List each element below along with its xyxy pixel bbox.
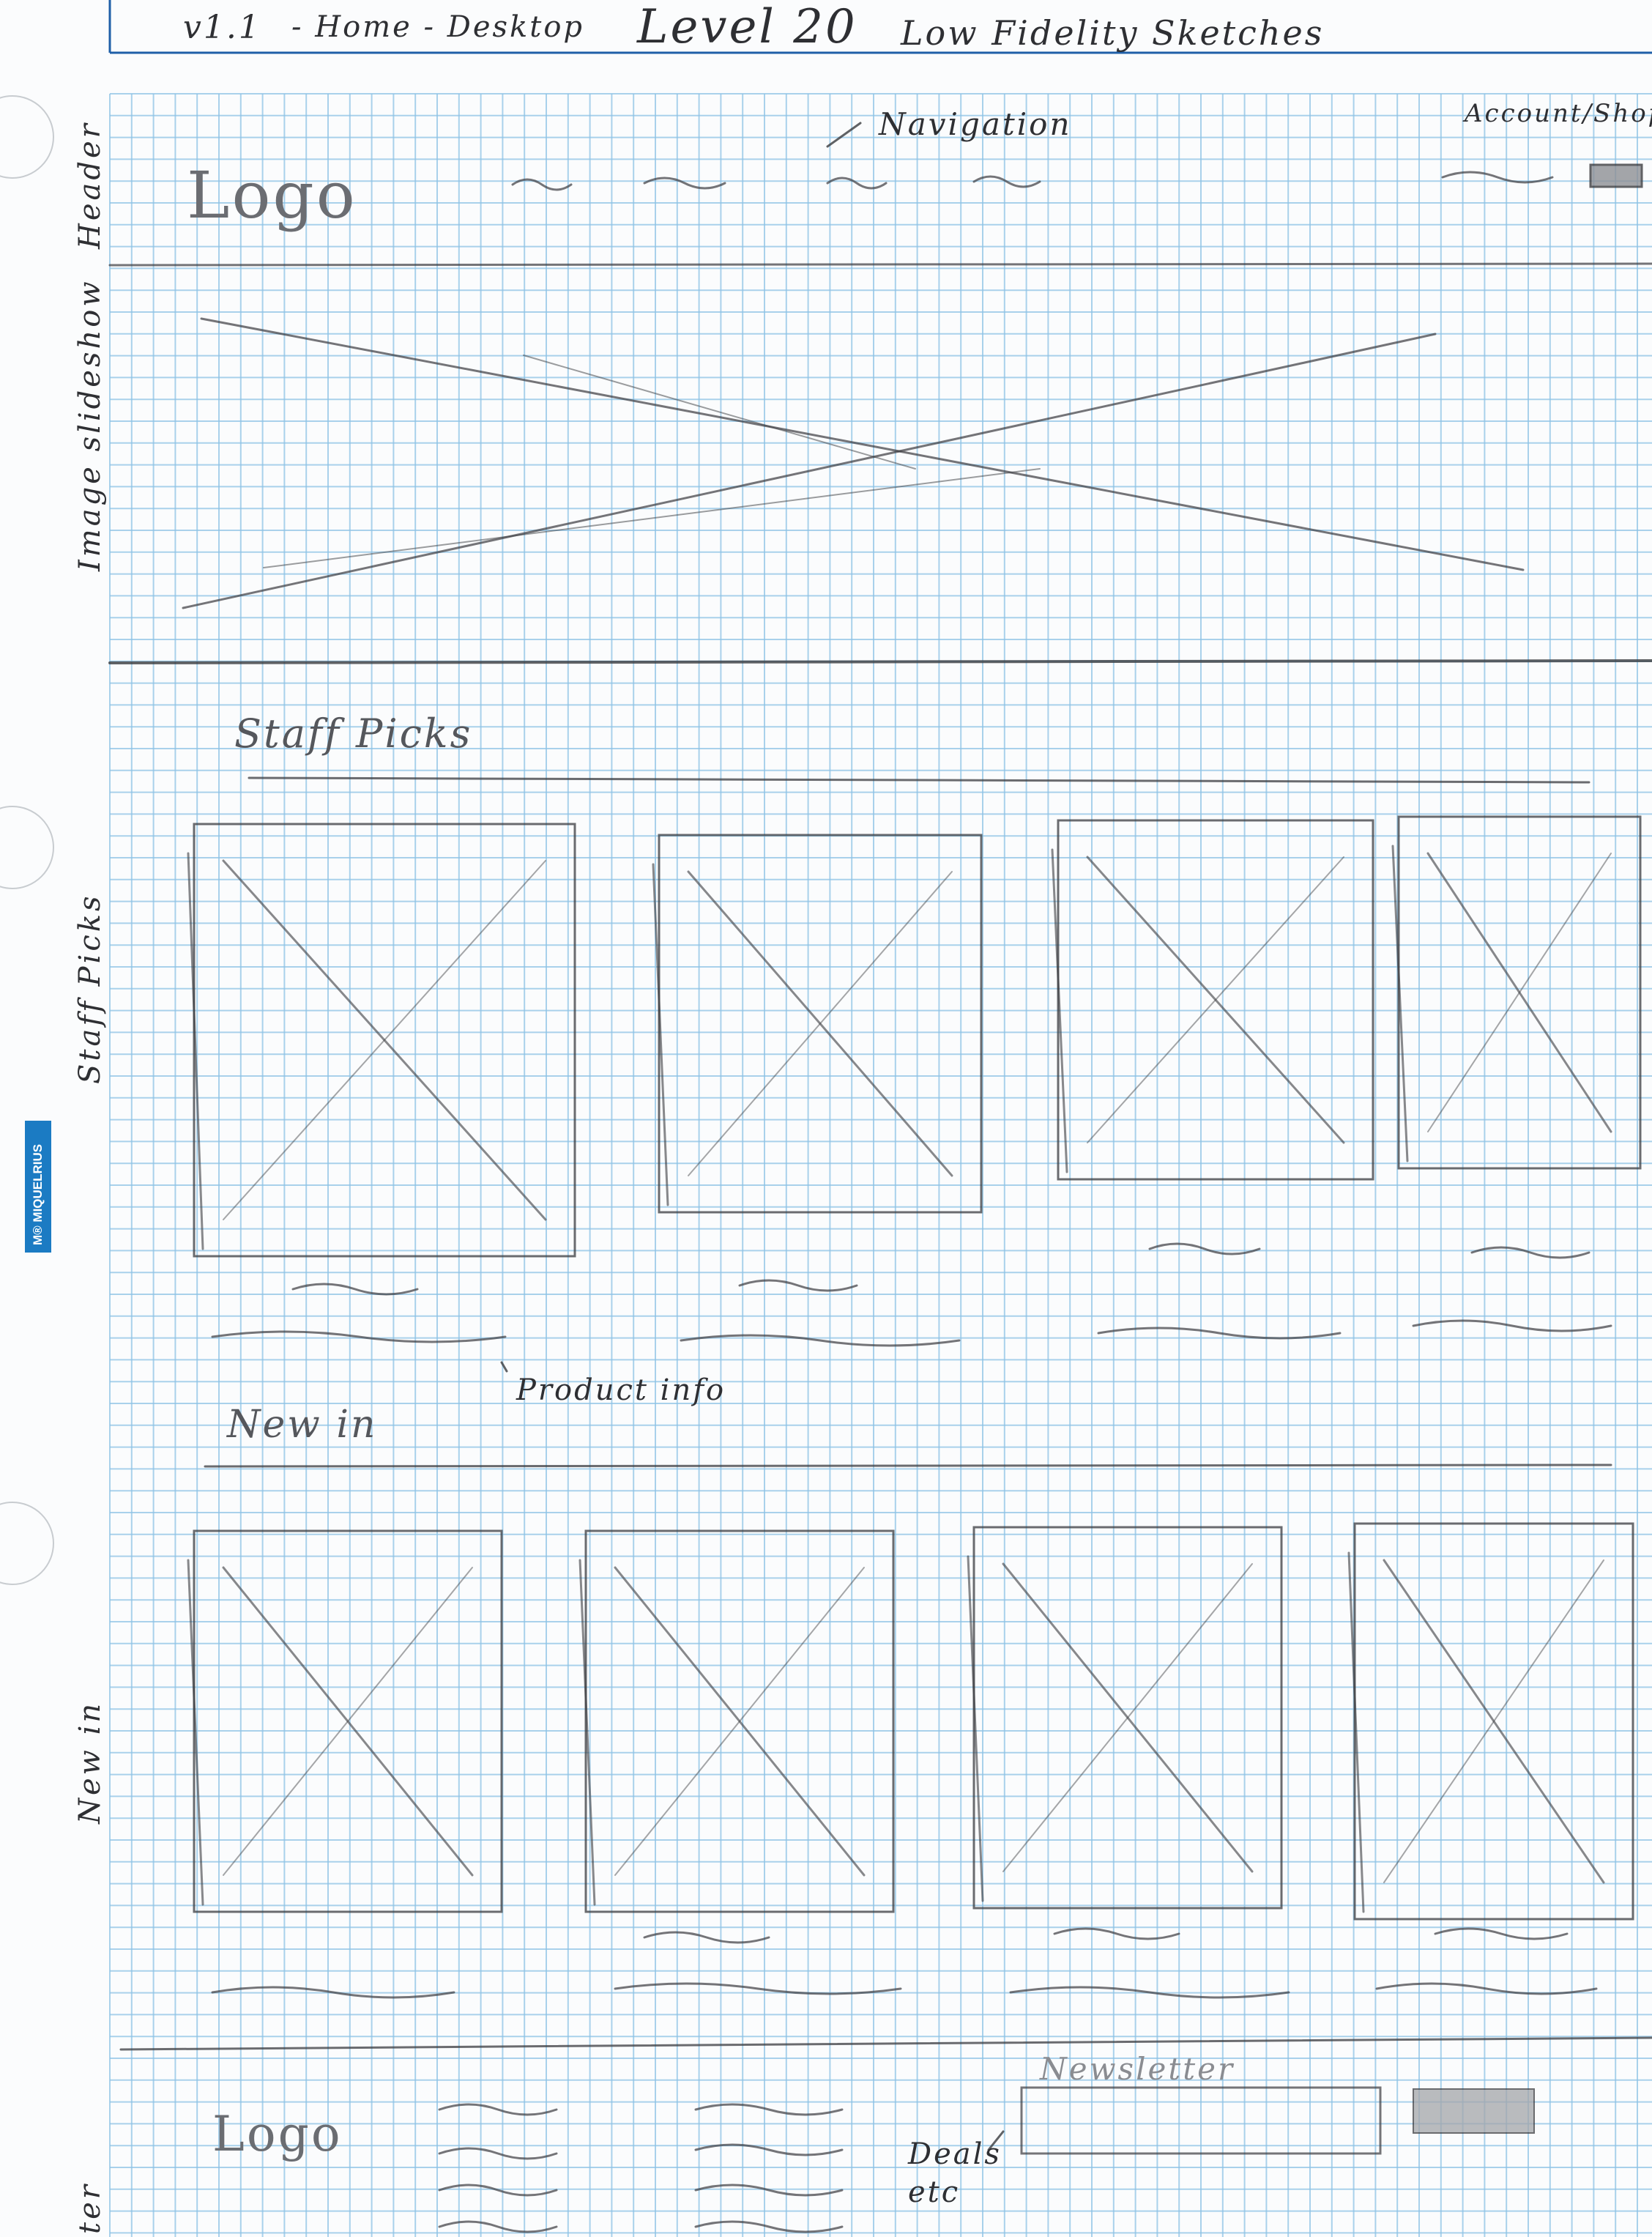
- navigation-note: Navigation: [879, 106, 1072, 142]
- image-placeholder-cross: [223, 1567, 473, 1876]
- header-logo: Logo: [187, 157, 357, 233]
- text-placeholder-squiggle: [1375, 1982, 1598, 1995]
- footer-link-squiggle: [694, 2103, 844, 2116]
- graph-paper-grid: [108, 0, 1652, 2237]
- image-placeholder-edge: [1391, 845, 1409, 1162]
- slideshow-cross: [182, 333, 1437, 609]
- deals-pointer: [987, 2130, 1005, 2151]
- navigation-pointer: [826, 122, 862, 148]
- new-in-card: [1347, 1522, 1634, 1921]
- text-placeholder-squiggle: [680, 1334, 961, 1347]
- product-info-note: Product info: [516, 1373, 726, 1407]
- image-placeholder-cross: [1427, 853, 1612, 1132]
- text-placeholder-squiggle: [1009, 1986, 1290, 1999]
- side-label-staff-picks: Staff Picks: [73, 893, 107, 1084]
- image-placeholder-cross: [1426, 852, 1612, 1133]
- slideshow-cross: [523, 355, 916, 470]
- text-placeholder-squiggle: [1470, 1246, 1590, 1259]
- side-label-image-slideshow: Image slideshow: [73, 278, 107, 571]
- staff-pick-card: [187, 823, 576, 1258]
- slideshow-cross: [263, 468, 1041, 568]
- image-placeholder-edge: [1051, 848, 1068, 1173]
- section-divider: [108, 659, 1652, 664]
- side-label-header: Header: [73, 121, 107, 249]
- footer-link-squiggle: [438, 2220, 558, 2233]
- image-placeholder-cross: [1002, 1563, 1253, 1872]
- text-placeholder-squiggle: [1148, 1242, 1261, 1255]
- text-placeholder-squiggle: [738, 1279, 858, 1292]
- nav-item-squiggle: [826, 177, 888, 190]
- paper-brand-tab: M® MIQUELRIUS: [25, 1121, 51, 1253]
- page-subtitle: Low Fidelity Sketches: [901, 13, 1325, 53]
- footer-link-squiggle: [438, 2184, 558, 2197]
- page-label: - Home - Desktop: [291, 10, 585, 44]
- text-placeholder-squiggle: [1053, 1927, 1180, 1940]
- newsletter-input: [1020, 2086, 1382, 2155]
- image-placeholder-edge: [578, 1559, 596, 1906]
- newsletter-label: Newsletter: [1040, 2051, 1235, 2087]
- nav-item-squiggle: [1441, 171, 1554, 184]
- version-label: v1.1: [183, 9, 261, 46]
- text-placeholder-squiggle: [1097, 1327, 1342, 1340]
- image-placeholder-cross: [1087, 856, 1344, 1143]
- image-placeholder-edge: [652, 863, 669, 1206]
- text-placeholder-squiggle: [211, 1986, 455, 1999]
- image-placeholder-cross: [223, 860, 546, 1220]
- new-in-card: [578, 1529, 895, 1913]
- image-placeholder-cross: [1383, 1559, 1604, 1883]
- nav-item-squiggle: [643, 177, 726, 190]
- footer-divider: [119, 2036, 1652, 2051]
- footer-link-squiggle: [694, 2184, 844, 2197]
- text-placeholder-squiggle: [643, 1931, 770, 1944]
- image-placeholder-edge: [187, 1559, 204, 1906]
- heading-underline: [248, 776, 1590, 784]
- footer-link-squiggle: [438, 2147, 558, 2160]
- side-label-new-in: New in: [73, 1700, 107, 1824]
- deals-note: Deals etc: [908, 2137, 1002, 2209]
- staff-pick-card: [1391, 815, 1642, 1170]
- footer-link-squiggle: [438, 2103, 558, 2116]
- staff-pick-card: [652, 834, 983, 1214]
- text-placeholder-squiggle: [1412, 1319, 1612, 1332]
- text-placeholder-squiggle: [291, 1283, 419, 1296]
- pencil-drawing: [108, 122, 1652, 2233]
- staff-pick-card: [1051, 819, 1374, 1181]
- nav-item-squiggle: [972, 175, 1041, 188]
- image-placeholder-edge: [1347, 1551, 1365, 1913]
- new-in-card: [187, 1529, 503, 1913]
- image-placeholder-cross: [687, 870, 953, 1177]
- image-placeholder-cross: [1086, 856, 1345, 1144]
- slideshow-cross: [200, 317, 1525, 571]
- image-placeholder-edge: [967, 1555, 984, 1902]
- brand-mark: M®: [31, 1225, 45, 1245]
- image-placeholder-cross: [614, 1566, 866, 1877]
- nav-item-squiggle: [511, 178, 573, 191]
- section-divider: [108, 262, 1652, 267]
- account-shop-note: Account/Shop: [1465, 99, 1652, 128]
- image-placeholder-cross: [222, 1566, 474, 1877]
- staff-picks-heading: Staff Picks: [234, 711, 473, 757]
- brand-name: MIQUELRIUS: [31, 1143, 45, 1223]
- cart-icon: [1589, 163, 1643, 188]
- footer-link-squiggle: [694, 2220, 844, 2233]
- text-placeholder-squiggle: [211, 1330, 507, 1343]
- newsletter-submit-button: [1413, 2088, 1535, 2134]
- image-placeholder-cross: [222, 859, 547, 1221]
- page-title: Level 20: [637, 0, 857, 54]
- image-placeholder-cross: [1383, 1559, 1605, 1884]
- image-placeholder-cross: [688, 871, 953, 1176]
- text-placeholder-squiggle: [1434, 1927, 1569, 1940]
- side-label-footer: ter: [73, 2182, 107, 2234]
- image-placeholder-edge: [187, 852, 204, 1250]
- heading-underline: [204, 1463, 1612, 1468]
- footer-logo: Logo: [212, 2106, 343, 2162]
- image-placeholder-cross: [1002, 1562, 1254, 1873]
- text-placeholder-squiggle: [614, 1982, 902, 1995]
- product-info-pointer: [500, 1361, 508, 1373]
- image-placeholder-cross: [614, 1567, 865, 1876]
- new-in-heading: New in: [227, 1403, 378, 1447]
- new-in-card: [967, 1526, 1283, 1910]
- footer-link-squiggle: [694, 2143, 844, 2156]
